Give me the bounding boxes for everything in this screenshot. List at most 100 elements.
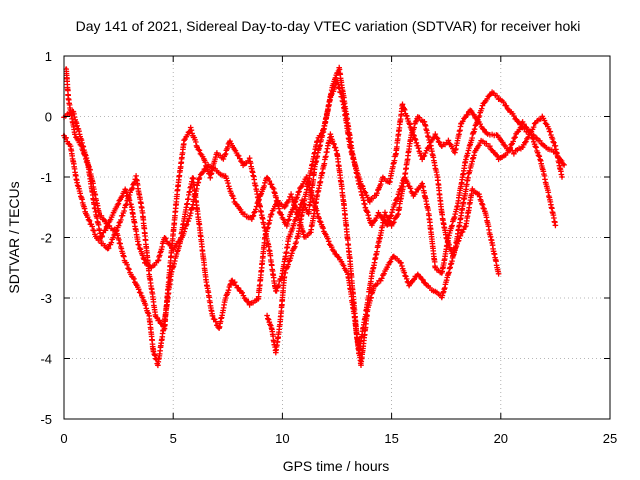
data-point <box>383 212 387 215</box>
data-point <box>241 163 245 167</box>
data-point <box>453 151 457 154</box>
x-tick-label: 25 <box>603 431 617 446</box>
data-point <box>348 260 352 263</box>
data-point <box>521 121 524 124</box>
data-point <box>342 103 345 106</box>
data-point <box>506 151 509 154</box>
data-point <box>231 278 234 282</box>
data-point <box>386 224 389 227</box>
data-point <box>241 212 245 215</box>
data-point <box>148 314 151 318</box>
data-point <box>217 327 221 330</box>
data-point <box>115 206 118 209</box>
data-point <box>132 278 136 282</box>
data-point <box>370 224 374 227</box>
data-point <box>471 187 474 191</box>
data-point <box>124 260 127 263</box>
data-point <box>451 254 454 257</box>
data-point <box>298 187 302 191</box>
data-point <box>268 248 271 251</box>
data-point <box>270 212 273 215</box>
data-point <box>95 236 99 239</box>
data-point <box>390 224 393 227</box>
data-point <box>377 242 380 245</box>
data-point <box>497 157 500 161</box>
data-point <box>425 284 428 288</box>
data-point <box>407 284 411 288</box>
data-point <box>185 206 188 209</box>
data-point <box>296 236 299 239</box>
data-point <box>143 260 146 263</box>
data-point <box>490 242 494 245</box>
data-point <box>279 321 282 324</box>
data-point <box>490 91 494 94</box>
data-point <box>130 206 133 209</box>
data-point <box>447 272 450 275</box>
data-point <box>381 175 385 179</box>
data-point <box>407 121 411 124</box>
data-point <box>224 175 227 179</box>
data-point <box>335 79 339 82</box>
data-point <box>257 296 260 300</box>
data-point <box>359 363 363 366</box>
data-point <box>106 224 109 227</box>
data-point <box>215 169 219 173</box>
x-tick-label: 0 <box>60 431 67 446</box>
data-point <box>289 254 293 257</box>
data-point <box>172 248 175 251</box>
data-point <box>401 103 404 106</box>
data-point <box>464 224 468 227</box>
data-point <box>198 224 201 227</box>
data-point <box>73 133 77 136</box>
data-point <box>163 321 166 324</box>
data-point <box>464 157 468 161</box>
data-point <box>309 169 312 173</box>
data-point <box>287 236 291 239</box>
data-point <box>67 97 70 100</box>
data-point <box>265 314 269 318</box>
data-point <box>115 230 118 233</box>
data-point <box>285 224 288 227</box>
data-point <box>514 133 518 136</box>
data-point <box>421 181 424 185</box>
data-point <box>316 193 319 197</box>
data-point <box>460 121 463 124</box>
data-point <box>521 145 524 148</box>
data-point <box>314 206 317 209</box>
data-point <box>69 145 72 148</box>
data-point <box>248 302 251 306</box>
data-point <box>421 157 424 161</box>
data-point <box>379 278 382 282</box>
data-point <box>71 109 74 112</box>
x-axis-label: GPS time / hours <box>283 458 390 474</box>
data-point <box>512 115 516 118</box>
data-point <box>538 157 542 161</box>
data-point <box>436 175 439 179</box>
data-point <box>106 248 109 251</box>
data-point <box>357 351 360 354</box>
x-tick-label: 5 <box>170 431 177 446</box>
data-point <box>117 224 120 227</box>
series-layer <box>61 64 567 369</box>
data-point <box>134 175 138 179</box>
data-point <box>370 272 374 275</box>
data-point <box>261 218 264 221</box>
chart-title: Day 141 of 2021, Sidereal Day-to-day VTE… <box>76 18 581 34</box>
data-point <box>294 218 297 221</box>
data-point <box>255 187 258 191</box>
data-point <box>279 212 282 215</box>
y-tick-label: 0 <box>45 110 52 125</box>
grid-lines <box>64 56 610 419</box>
data-point <box>399 260 402 263</box>
data-point <box>414 139 417 142</box>
data-point <box>477 121 481 124</box>
data-point <box>89 169 92 173</box>
data-point <box>211 314 214 318</box>
data-point <box>309 230 312 233</box>
data-point <box>283 272 286 275</box>
data-point <box>338 66 341 70</box>
data-point <box>547 127 550 130</box>
data-point <box>239 290 243 294</box>
data-point <box>156 363 160 366</box>
